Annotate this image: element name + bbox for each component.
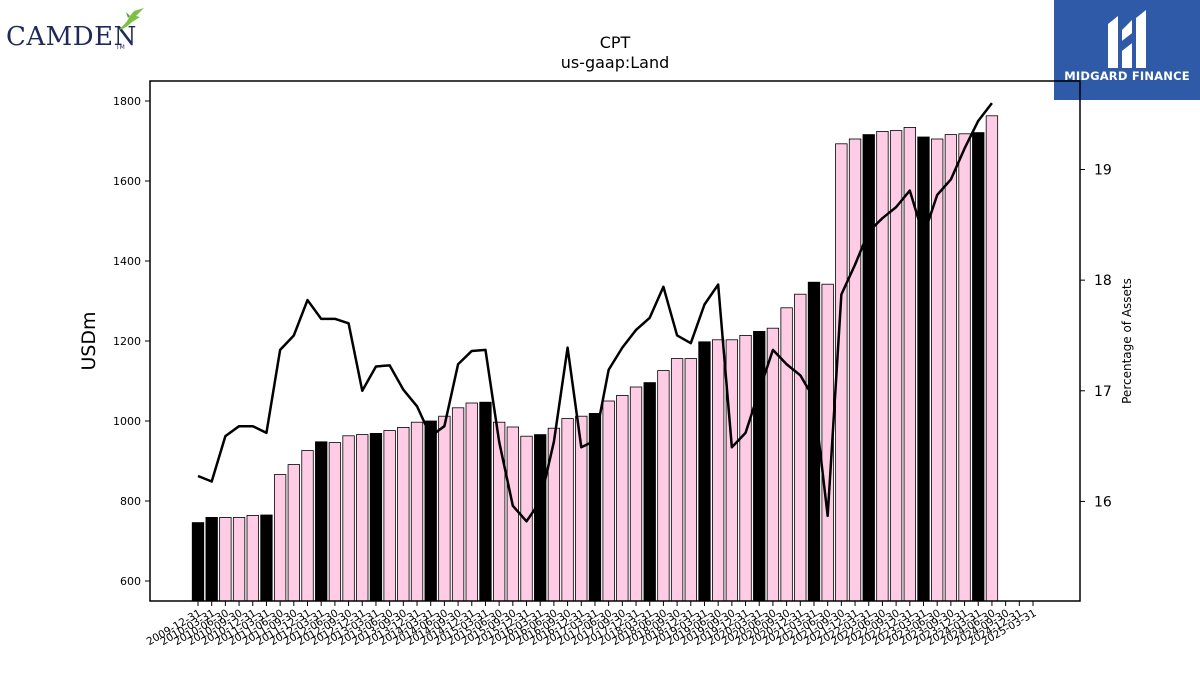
y-tick-label: 600	[120, 575, 141, 588]
y-tick-label: 1800	[113, 95, 141, 108]
y2-tick-label: 19	[1094, 163, 1112, 179]
midgard-wordmark: MIDGARD FINANCE	[1064, 69, 1190, 83]
y2-axis-label: Percentage of Assets	[1120, 278, 1134, 404]
bar-2023-03-31	[917, 136, 930, 602]
bar-2013-03-31	[369, 432, 383, 602]
bar-2023-09-30	[944, 134, 958, 602]
trademark-mark: TM	[116, 44, 125, 51]
camden-logo: CAMDEN TM	[6, 8, 146, 52]
midgard-m-icon	[1108, 10, 1146, 68]
y-tick-label: 1000	[113, 415, 141, 428]
camden-wordmark: CAMDEN	[6, 22, 137, 52]
chart-subtitle: us-gaap:Land	[561, 53, 670, 72]
bar-2012-06-30	[328, 442, 342, 602]
bar-2014-12-31	[465, 402, 478, 602]
bar-2022-03-31	[862, 134, 875, 602]
chart-title: CPT	[600, 33, 631, 52]
bar-2010-12-31	[246, 515, 259, 602]
bar-2024-03-31	[972, 132, 985, 602]
hummingbird-icon	[118, 8, 144, 30]
bar-2011-06-30	[273, 474, 287, 602]
y2-axis-ticks: 16 17 18 19	[1080, 163, 1112, 510]
bar-2022-12-31	[903, 127, 916, 602]
bar-2011-09-30	[287, 464, 300, 602]
bar-series	[191, 115, 999, 602]
bar-2014-09-30	[451, 407, 465, 602]
bar-2012-03-31	[315, 441, 328, 602]
bar-2010-06-30	[219, 517, 232, 602]
bar-2022-06-30	[876, 130, 889, 602]
bar-2013-09-30	[397, 426, 410, 602]
bar-2013-06-30	[383, 430, 396, 602]
y-axis-ticks: 600 800 1000 1200 1400 1600 1800	[113, 95, 150, 588]
y2-tick-label: 16	[1094, 494, 1112, 510]
bar-2024-06-30	[985, 115, 999, 602]
y-tick-label: 800	[120, 495, 141, 508]
x-axis-ticks: 2009-12-312010-03-312010-06-302010-09-30…	[145, 601, 1039, 648]
bar-2016-03-31	[534, 434, 547, 602]
bar-2011-12-31	[301, 450, 314, 602]
y-tick-label: 1200	[113, 335, 141, 348]
bar-2014-03-31	[424, 420, 437, 602]
y2-tick-label: 17	[1094, 384, 1112, 400]
bar-2016-09-30	[561, 418, 574, 602]
bar-2017-12-31	[629, 386, 643, 602]
bar-2015-09-30	[506, 426, 519, 602]
bar-2012-12-31	[356, 434, 369, 602]
bar-2009-12-31	[191, 522, 205, 602]
line-series	[197, 102, 993, 523]
plot-frame	[149, 80, 1081, 602]
y2-tick-label: 18	[1094, 273, 1112, 289]
bar-2020-12-31	[794, 293, 807, 602]
bar-2011-03-31	[260, 514, 273, 602]
bar-2015-03-31	[479, 401, 492, 602]
bar-2020-09-30	[780, 307, 793, 602]
bar-2017-06-30	[602, 400, 615, 602]
bar-2010-09-30	[232, 517, 246, 602]
y-axis-label: USDm	[78, 311, 100, 370]
bar-2018-09-30	[670, 358, 684, 602]
bar-2019-06-30	[712, 339, 725, 602]
bar-2019-09-30	[725, 339, 738, 602]
bar-2015-06-30	[492, 421, 506, 602]
bar-2019-12-31	[739, 334, 752, 602]
bar-2023-12-31	[958, 133, 971, 602]
percentage-of-assets-line	[197, 102, 993, 523]
bar-2018-03-31	[643, 382, 656, 602]
bar-2012-09-30	[342, 435, 355, 602]
bar-2013-12-31	[410, 421, 424, 602]
bar-2018-12-31	[684, 358, 697, 602]
bar-2020-06-30	[766, 327, 780, 602]
bar-2014-06-30	[438, 415, 451, 602]
midgard-finance-logo: MIDGARD FINANCE	[1054, 0, 1200, 100]
bar-2010-03-31	[205, 517, 218, 602]
bar-2019-03-31	[698, 341, 711, 602]
y-tick-label: 1600	[113, 175, 141, 188]
bar-2018-06-30	[657, 370, 670, 602]
y-tick-label: 1400	[113, 255, 141, 268]
bar-2020-03-31	[753, 330, 766, 602]
bar-2017-09-30	[616, 394, 629, 602]
bar-2021-12-31	[848, 138, 862, 602]
